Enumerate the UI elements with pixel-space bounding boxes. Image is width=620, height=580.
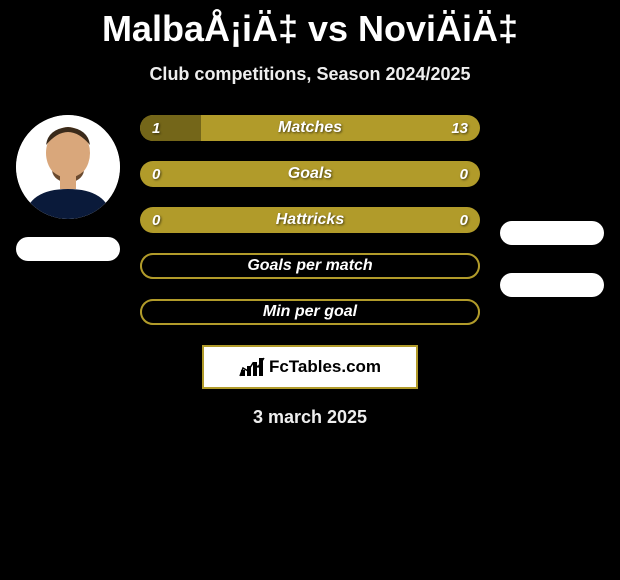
stat-bar: Hattricks0 0 bbox=[140, 207, 480, 233]
player-right-col bbox=[492, 115, 612, 297]
comparison-content: Matches113Goals00Hattricks00Goals per ma… bbox=[0, 115, 620, 325]
player-right-name-pill-2 bbox=[500, 273, 604, 297]
player-left-avatar bbox=[16, 115, 120, 219]
player-left-col bbox=[8, 115, 128, 261]
stat-bars: Matches113Goals00Hattricks00Goals per ma… bbox=[140, 115, 480, 325]
stat-bar-left-value: 0 bbox=[152, 161, 160, 187]
stat-bar: Goals per match bbox=[140, 253, 480, 279]
stat-bar-outline bbox=[140, 299, 480, 325]
stat-bar-right-value: 0 bbox=[460, 207, 468, 233]
fctables-logo-text: FcTables.com bbox=[269, 357, 381, 377]
fctables-logo[interactable]: FcTables.com bbox=[202, 345, 418, 389]
page-title: MalbaÅ¡iÄ‡ vs NoviÄiÄ‡ bbox=[0, 0, 620, 50]
stat-bar: Min per goal bbox=[140, 299, 480, 325]
stat-bar: Matches113 bbox=[140, 115, 480, 141]
stat-bar-right-value: 13 bbox=[451, 115, 468, 141]
comparison-date: 3 march 2025 bbox=[0, 407, 620, 428]
stat-bar-label: Hattricks bbox=[140, 207, 480, 233]
stat-bar-label: Goals bbox=[140, 161, 480, 187]
player-left-name-pill bbox=[16, 237, 120, 261]
player-right-avatar bbox=[500, 115, 604, 219]
stat-bar-left-fill bbox=[140, 115, 201, 141]
bar-chart-icon bbox=[239, 356, 265, 378]
stat-bar-right-value: 0 bbox=[460, 161, 468, 187]
page-subtitle: Club competitions, Season 2024/2025 bbox=[0, 64, 620, 85]
stat-bar-outline bbox=[140, 253, 480, 279]
stat-bar: Goals0 0 bbox=[140, 161, 480, 187]
player-right-name-pill-1 bbox=[500, 221, 604, 245]
stat-bar-left-value: 0 bbox=[152, 207, 160, 233]
